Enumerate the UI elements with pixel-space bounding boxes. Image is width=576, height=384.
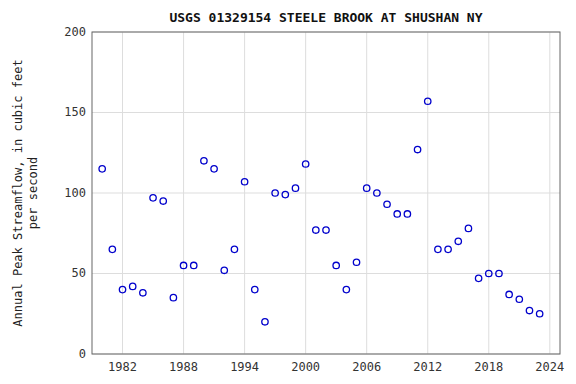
point [414,146,420,152]
grid-line [366,32,367,354]
x-tick-label: 1988 [169,360,198,374]
point [119,286,125,292]
point [455,238,461,244]
grid [92,32,560,354]
point [536,311,542,317]
point [353,259,359,265]
point [363,185,369,191]
point [292,185,298,191]
point [516,296,522,302]
x-tick-label: 1994 [230,360,259,374]
grid-line [92,273,560,274]
point [272,190,278,196]
point [150,195,156,201]
point [475,275,481,281]
point [343,286,349,292]
chart: 0 50 100 150 200 1982 1988 1994 2000 2006 2012 2018… [0,0,576,384]
y-tick-label: 100 [64,186,86,200]
y-axis-label: Annual Peak Streamflow, in cubic feetper… [11,59,40,326]
x-tick-label: 1982 [108,360,137,374]
point [374,190,380,196]
point [425,98,431,104]
y-tick-label: 200 [64,25,86,39]
y-tick-label: 0 [79,347,86,361]
point [506,291,512,297]
title: USGS 01329154 STEELE BROOK AT SHUSHAN NY [169,10,482,25]
grid-line [549,32,550,354]
point [302,161,308,167]
point [262,319,268,325]
point [394,211,400,217]
x-tick-label: 2024 [535,360,564,374]
point [282,191,288,197]
point [333,262,339,268]
point [313,227,319,233]
plot-area [92,32,560,354]
point [109,246,115,252]
point [445,246,451,252]
grid-line [244,32,245,354]
point [465,225,471,231]
point [231,246,237,252]
point [486,270,492,276]
point [241,179,247,185]
x-tick-label: 2006 [352,360,381,374]
grid-line [122,32,123,354]
point [191,262,197,268]
point [526,307,532,313]
x-tick-label: 2000 [291,360,320,374]
point [323,227,329,233]
grid-line [92,112,560,113]
point [221,267,227,273]
point [252,286,258,292]
point [384,201,390,207]
grid-line [427,32,428,354]
grid-line [305,32,306,354]
plot-frame [92,32,560,354]
grid-line [488,32,489,354]
point [140,290,146,296]
point [435,246,441,252]
grid-line [92,193,560,194]
grid-line [183,32,184,354]
x-tick-label: 2018 [474,360,503,374]
point [404,211,410,217]
point [160,198,166,204]
y-tick-label: 150 [64,105,86,119]
point [201,158,207,164]
y-tick-label: 50 [72,266,86,280]
x-tick-label: 2012 [413,360,442,374]
point [99,166,105,172]
points [99,98,543,325]
point [180,262,186,268]
point [129,283,135,289]
point [211,166,217,172]
point [496,270,502,276]
point [170,294,176,300]
